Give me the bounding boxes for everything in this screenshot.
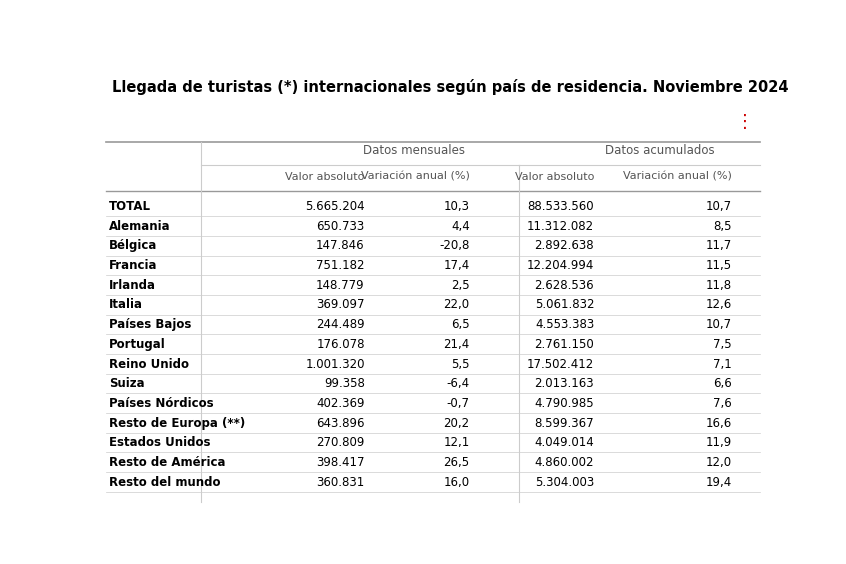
Text: 4.860.002: 4.860.002 <box>535 456 594 469</box>
Text: 5.665.204: 5.665.204 <box>305 200 365 213</box>
Text: Alemania: Alemania <box>109 220 171 233</box>
Text: 17.502.412: 17.502.412 <box>527 358 594 371</box>
Text: 11,9: 11,9 <box>706 436 732 449</box>
Text: 4.790.985: 4.790.985 <box>535 397 594 410</box>
Text: Países Nórdicos: Países Nórdicos <box>109 397 214 410</box>
Text: 369.097: 369.097 <box>316 298 365 311</box>
Text: Datos mensuales: Datos mensuales <box>363 144 465 157</box>
Text: 244.489: 244.489 <box>316 318 365 331</box>
Text: Resto del mundo: Resto del mundo <box>109 475 221 488</box>
Text: 7,1: 7,1 <box>713 358 732 371</box>
Text: Italia: Italia <box>109 298 143 311</box>
Text: Portugal: Portugal <box>109 338 166 351</box>
Text: 12,0: 12,0 <box>706 456 732 469</box>
Text: 5.304.003: 5.304.003 <box>535 475 594 488</box>
Text: Bélgica: Bélgica <box>109 240 157 253</box>
Text: 6,5: 6,5 <box>451 318 470 331</box>
Text: Valor absoluto: Valor absoluto <box>515 172 594 182</box>
Text: Valor absoluto: Valor absoluto <box>285 172 365 182</box>
Text: Llegada de turistas (*) internacionales según país de residencia. Noviembre 2024: Llegada de turistas (*) internacionales … <box>113 78 788 95</box>
Text: Países Bajos: Países Bajos <box>109 318 191 331</box>
Text: -20,8: -20,8 <box>439 240 470 253</box>
Text: -0,7: -0,7 <box>447 397 470 410</box>
Text: 16,6: 16,6 <box>706 417 732 430</box>
Text: 11.312.082: 11.312.082 <box>527 220 594 233</box>
Text: 6,6: 6,6 <box>713 377 732 390</box>
Text: 7,5: 7,5 <box>713 338 732 351</box>
Text: 21,4: 21,4 <box>443 338 470 351</box>
Text: Francia: Francia <box>109 259 157 272</box>
Text: Variación anual (%): Variación anual (%) <box>360 172 470 182</box>
Text: Reino Unido: Reino Unido <box>109 358 189 371</box>
Text: 7,6: 7,6 <box>713 397 732 410</box>
Text: 270.809: 270.809 <box>316 436 365 449</box>
Text: 22,0: 22,0 <box>443 298 470 311</box>
Text: 5,5: 5,5 <box>451 358 470 371</box>
Text: -6,4: -6,4 <box>447 377 470 390</box>
Text: 398.417: 398.417 <box>316 456 365 469</box>
Text: 148.779: 148.779 <box>316 279 365 292</box>
Text: 4.049.014: 4.049.014 <box>535 436 594 449</box>
Text: 17,4: 17,4 <box>443 259 470 272</box>
Text: 650.733: 650.733 <box>316 220 365 233</box>
Text: 2.628.536: 2.628.536 <box>535 279 594 292</box>
Text: Irlanda: Irlanda <box>109 279 156 292</box>
Text: 11,7: 11,7 <box>706 240 732 253</box>
Text: ⋮: ⋮ <box>735 113 754 131</box>
Text: 2,5: 2,5 <box>451 279 470 292</box>
Text: TOTAL: TOTAL <box>109 200 151 213</box>
Text: 176.078: 176.078 <box>316 338 365 351</box>
Text: 11,8: 11,8 <box>706 279 732 292</box>
Text: 2.013.163: 2.013.163 <box>535 377 594 390</box>
Text: 4.553.383: 4.553.383 <box>535 318 594 331</box>
Text: 19,4: 19,4 <box>706 475 732 488</box>
Text: 99.358: 99.358 <box>324 377 365 390</box>
Text: 2.892.638: 2.892.638 <box>535 240 594 253</box>
Text: 20,2: 20,2 <box>443 417 470 430</box>
Text: 8,5: 8,5 <box>713 220 732 233</box>
Text: 2.761.150: 2.761.150 <box>535 338 594 351</box>
Text: 12,6: 12,6 <box>706 298 732 311</box>
Text: Variación anual (%): Variación anual (%) <box>623 172 732 182</box>
Text: 10,7: 10,7 <box>706 200 732 213</box>
Text: 16,0: 16,0 <box>443 475 470 488</box>
Text: 88.533.560: 88.533.560 <box>528 200 594 213</box>
Text: 8.599.367: 8.599.367 <box>535 417 594 430</box>
Text: 1.001.320: 1.001.320 <box>305 358 365 371</box>
Text: 10,3: 10,3 <box>443 200 470 213</box>
Text: Resto de Europa (**): Resto de Europa (**) <box>109 417 245 430</box>
Text: 147.846: 147.846 <box>316 240 365 253</box>
Text: 26,5: 26,5 <box>443 456 470 469</box>
Text: 402.369: 402.369 <box>316 397 365 410</box>
Text: 4,4: 4,4 <box>451 220 470 233</box>
Text: 10,7: 10,7 <box>706 318 732 331</box>
Text: 751.182: 751.182 <box>316 259 365 272</box>
Text: Datos acumulados: Datos acumulados <box>605 144 715 157</box>
Text: 643.896: 643.896 <box>316 417 365 430</box>
Text: 11,5: 11,5 <box>706 259 732 272</box>
Text: 12.204.994: 12.204.994 <box>527 259 594 272</box>
Text: Suiza: Suiza <box>109 377 145 390</box>
Text: 12,1: 12,1 <box>443 436 470 449</box>
Text: 360.831: 360.831 <box>316 475 365 488</box>
Text: Resto de América: Resto de América <box>109 456 226 469</box>
Text: Estados Unidos: Estados Unidos <box>109 436 211 449</box>
Text: 5.061.832: 5.061.832 <box>535 298 594 311</box>
